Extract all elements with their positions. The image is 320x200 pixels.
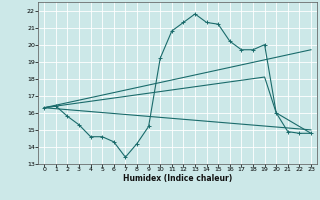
X-axis label: Humidex (Indice chaleur): Humidex (Indice chaleur) bbox=[123, 174, 232, 183]
